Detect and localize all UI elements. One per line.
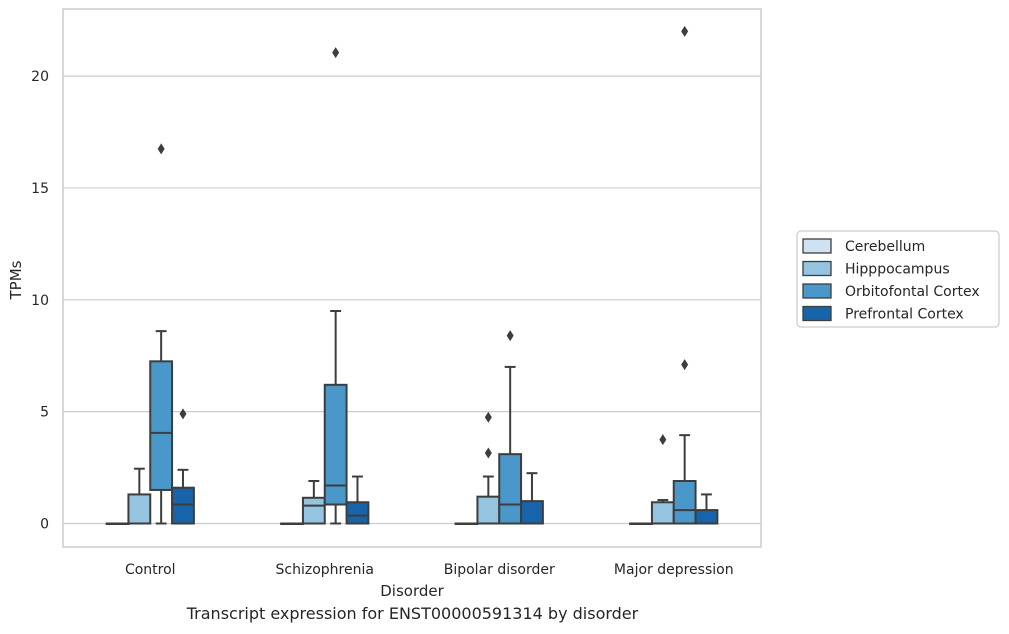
box-body <box>171 486 195 525</box>
x-tick-label: Control <box>125 562 176 578</box>
x-tick-label: Bipolar disorder <box>444 562 555 578</box>
box-3-0 <box>171 408 195 525</box>
box-body <box>301 496 326 525</box>
y-tick-label: 15 <box>31 181 49 197</box>
box-2-3 <box>672 25 697 525</box>
legend-label: Prefrontal Cortex <box>845 307 964 323</box>
outlier-point <box>332 47 340 59</box>
y-axis-ticks: 0 5 10 15 20 <box>31 69 49 532</box>
x-tick-label: Schizophrenia <box>276 562 374 578</box>
x-axis-ticks: Control Schizophrenia Bipolar disorder Majo… <box>125 562 734 578</box>
box-0-0 <box>105 522 130 526</box>
box-0-2 <box>454 522 479 526</box>
legend: Cerebellum Hipppocampus Orbitofontal Corte… <box>796 230 1000 328</box>
box-0-1 <box>280 522 304 526</box>
outlier-point <box>157 143 165 155</box>
outlier-point <box>681 25 689 37</box>
x-tick-label: Major depression <box>614 562 734 578</box>
y-tick-label: 5 <box>40 405 49 421</box>
box-1-1 <box>301 480 326 525</box>
outlier-point <box>659 434 667 446</box>
outlier-point <box>681 359 689 371</box>
outlier-point <box>484 447 492 459</box>
box-0-3 <box>629 522 653 526</box>
y-axis-label: TPMs <box>7 260 25 300</box>
legend-swatch <box>802 260 832 277</box>
legend-swatch <box>802 305 832 322</box>
box-3-2 <box>520 472 544 525</box>
box-1-2 <box>476 411 501 525</box>
outlier-point <box>506 330 514 342</box>
x-axis-label: Disorder <box>380 582 444 600</box>
legend-label: Cerebellum <box>845 239 925 255</box>
outlier-point <box>179 408 187 420</box>
box-body <box>520 500 544 525</box>
box-body <box>694 509 719 525</box>
box-2-1 <box>323 47 348 525</box>
box-body <box>323 383 348 506</box>
box-3-1 <box>345 475 370 525</box>
box-body <box>498 453 523 525</box>
boxes <box>105 25 719 526</box>
legend-frame <box>796 230 1000 328</box>
box-2-0 <box>149 143 174 525</box>
legend-label: Hipppocampus <box>845 262 950 278</box>
box-2-2 <box>498 330 523 525</box>
legend-swatch <box>802 283 832 299</box>
box-body <box>650 501 675 525</box>
box-3-3 <box>694 493 719 525</box>
box-body <box>476 495 501 525</box>
legend-label: Orbitofontal Cortex <box>845 284 980 300</box>
figure-caption: Transcript expression for ENST0000059131… <box>186 604 639 623</box>
y-tick-label: 10 <box>31 293 49 309</box>
plot-area-frame <box>62 8 762 548</box>
y-tick-label: 20 <box>31 69 49 85</box>
box-body <box>345 501 370 525</box>
box-1-3 <box>650 434 675 525</box>
legend-swatch <box>802 238 832 254</box>
box-body <box>672 480 697 525</box>
box-body <box>127 493 152 525</box>
box-body <box>149 360 174 491</box>
y-tick-label: 0 <box>40 517 49 533</box>
box-1-0 <box>127 467 152 525</box>
outlier-point <box>484 411 492 423</box>
